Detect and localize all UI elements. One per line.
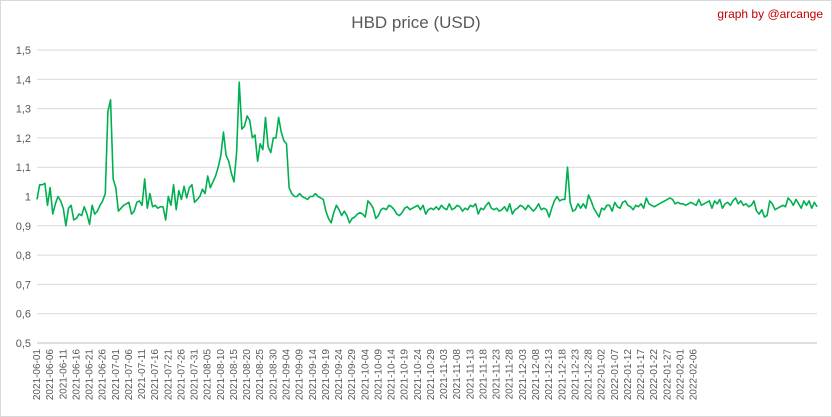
x-tick-label: 2022-01-22 — [649, 349, 660, 401]
x-tick-label: 2021-09-19 — [321, 349, 332, 401]
x-tick-label: 2021-11-03 — [439, 349, 450, 400]
x-tick-label: 2021-11-13 — [465, 349, 476, 400]
x-tick-label: 2021-12-08 — [531, 349, 542, 401]
x-tick-label: 2021-12-13 — [544, 349, 555, 401]
x-tick-label: 2021-07-01 — [111, 349, 122, 401]
x-tick-label: 2021-07-06 — [124, 349, 135, 401]
x-tick-label: 2021-08-25 — [255, 349, 266, 401]
y-tick-label: 1,3 — [16, 104, 31, 116]
x-tick-label: 2021-10-14 — [387, 349, 398, 401]
x-tick-label: 2021-10-24 — [413, 349, 424, 401]
x-tick-label: 2021-08-15 — [229, 349, 240, 401]
x-tick-label: 2021-09-09 — [295, 349, 306, 401]
x-tick-label: 2021-12-18 — [557, 349, 568, 401]
x-tick-label: 2021-12-23 — [570, 349, 581, 401]
y-tick-label: 0,5 — [16, 338, 31, 350]
x-tick-label: 2021-09-14 — [308, 349, 319, 401]
y-axis-ticks: 0,5 0,6 0,7 0,8 0,9 1 1,1 1,2 1,3 1,4 1,5 — [16, 45, 31, 350]
x-tick-label: 2021-08-10 — [216, 349, 227, 401]
x-tick-label: 2022-01-07 — [610, 349, 621, 401]
x-tick-label: 2022-01-02 — [597, 349, 608, 401]
y-tick-label: 1,4 — [16, 74, 31, 86]
x-tick-label: 2021-09-24 — [334, 349, 345, 401]
x-tick-label: 2022-02-01 — [675, 349, 686, 401]
y-tick-label: 0,8 — [16, 250, 31, 262]
y-tick-label: 1,2 — [16, 133, 31, 145]
x-tick-label: 2021-06-16 — [71, 349, 82, 401]
x-tick-label: 2021-11-28 — [505, 349, 516, 400]
x-tick-label: 2022-01-27 — [662, 349, 673, 401]
x-tick-label: 2021-06-26 — [98, 349, 109, 401]
x-tick-label: 2021-08-20 — [242, 349, 253, 401]
y-tick-label: 0,6 — [16, 309, 31, 321]
x-axis-ticks: 2021-06-01 2021-06-06 2021-06-11 2021-06-16… — [32, 349, 700, 401]
chart-credit: graph by @arcange — [717, 7, 823, 21]
grid-lines — [37, 49, 817, 315]
hbd-price-series-line — [36, 81, 818, 227]
x-tick-label: 2021-07-16 — [150, 349, 161, 401]
x-tick-label: 2021-10-29 — [426, 349, 437, 401]
x-tick-label: 2021-07-31 — [190, 349, 201, 401]
x-tick-label: 2022-01-17 — [636, 349, 647, 401]
x-tick-label: 2021-12-03 — [518, 349, 529, 401]
x-tick-label: 2021-08-05 — [203, 349, 214, 401]
x-tick-label: 2021-11-08 — [452, 349, 463, 400]
x-tick-label: 2021-10-04 — [360, 349, 371, 401]
x-tick-label: 2021-09-29 — [347, 349, 358, 401]
x-tick-label: 2021-11-18 — [478, 349, 489, 400]
x-tick-label: 2021-06-01 — [32, 349, 43, 401]
y-tick-label: 1 — [25, 192, 31, 204]
x-tick-label: 2021-09-04 — [281, 349, 292, 401]
x-tick-label: 2021-11-23 — [492, 349, 503, 400]
x-tick-label: 2021-06-21 — [85, 349, 96, 401]
x-tick-label: 2021-08-30 — [268, 349, 279, 401]
x-tick-label: 2021-06-11 — [58, 349, 69, 400]
x-tick-label: 2022-01-12 — [623, 349, 634, 401]
x-tick-label: 2021-07-11 — [137, 349, 148, 400]
x-tick-label: 2021-06-06 — [45, 349, 56, 401]
x-tick-label: 2022-02-06 — [689, 349, 700, 401]
y-tick-label: 1,5 — [16, 45, 31, 57]
chart-title: HBD price (USD) — [351, 13, 480, 32]
x-tick-label: 2021-12-28 — [584, 349, 595, 401]
x-tick-label: 2021-10-09 — [373, 349, 384, 401]
x-tick-label: 2021-07-21 — [163, 349, 174, 401]
y-tick-label: 0,9 — [16, 221, 31, 233]
x-tick-label: 2021-07-26 — [176, 349, 187, 401]
x-tick-label: 2021-10-19 — [400, 349, 411, 401]
y-tick-label: 1,1 — [16, 162, 31, 174]
y-tick-label: 0,7 — [16, 279, 31, 291]
